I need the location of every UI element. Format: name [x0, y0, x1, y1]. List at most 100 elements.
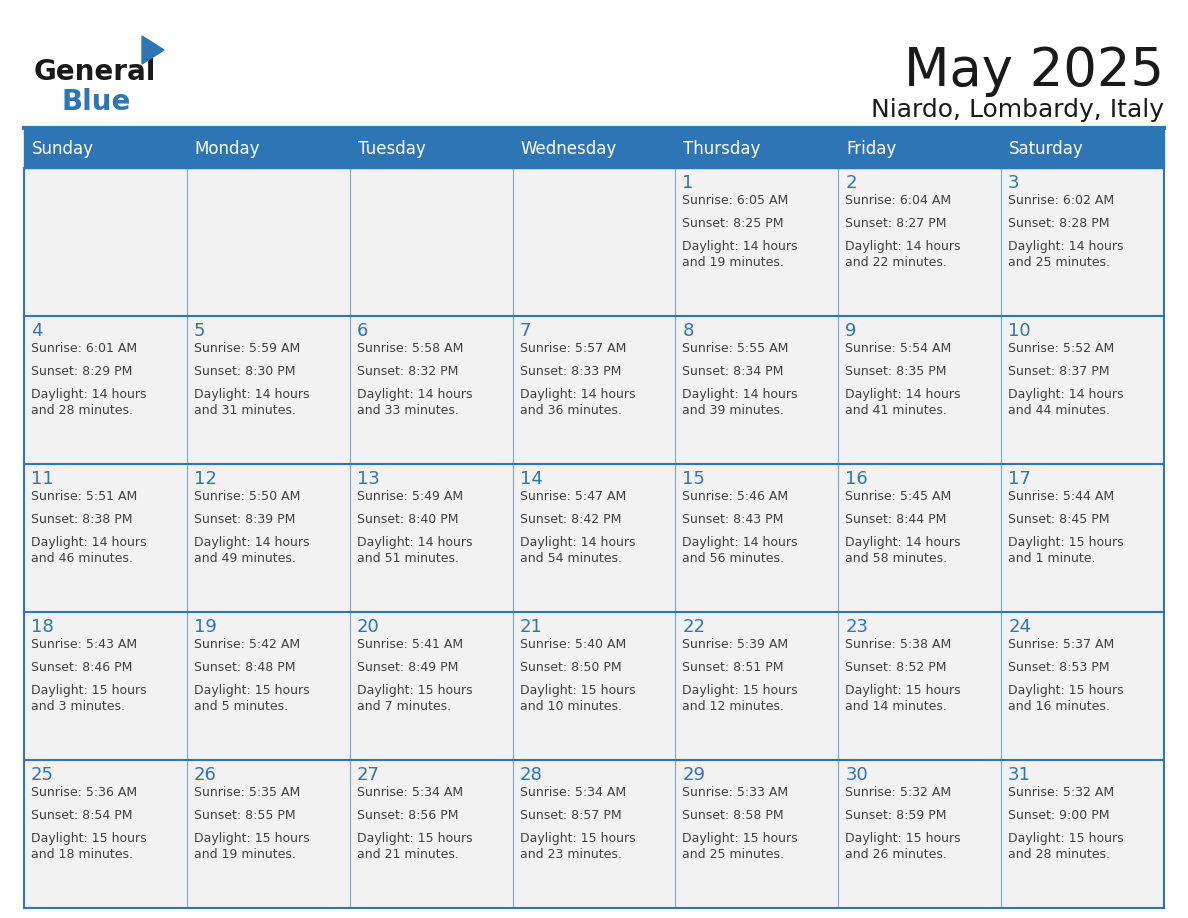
- Text: Sunrise: 5:34 AM: Sunrise: 5:34 AM: [519, 786, 626, 799]
- Text: Sunrise: 5:42 AM: Sunrise: 5:42 AM: [194, 638, 301, 651]
- Text: Sunrise: 5:43 AM: Sunrise: 5:43 AM: [31, 638, 137, 651]
- Text: 27: 27: [356, 766, 380, 784]
- Text: Sunset: 8:42 PM: Sunset: 8:42 PM: [519, 513, 621, 526]
- Bar: [1001, 168, 1164, 316]
- Text: Daylight: 15 hours
and 12 minutes.: Daylight: 15 hours and 12 minutes.: [682, 684, 798, 713]
- Text: General: General: [34, 58, 157, 86]
- Text: Friday: Friday: [846, 140, 897, 158]
- Bar: [24, 760, 187, 908]
- Bar: [1001, 612, 1164, 760]
- Text: Daylight: 15 hours
and 25 minutes.: Daylight: 15 hours and 25 minutes.: [682, 832, 798, 861]
- Text: Daylight: 15 hours
and 10 minutes.: Daylight: 15 hours and 10 minutes.: [519, 684, 636, 713]
- Text: Sunrise: 5:36 AM: Sunrise: 5:36 AM: [31, 786, 137, 799]
- Text: Daylight: 15 hours
and 23 minutes.: Daylight: 15 hours and 23 minutes.: [519, 832, 636, 861]
- Bar: [839, 612, 1001, 760]
- Text: Sunrise: 5:45 AM: Sunrise: 5:45 AM: [846, 490, 952, 503]
- Bar: [24, 316, 187, 464]
- Text: Sunset: 8:44 PM: Sunset: 8:44 PM: [846, 513, 947, 526]
- Text: Sunset: 8:27 PM: Sunset: 8:27 PM: [846, 217, 947, 230]
- Text: Niardo, Lombardy, Italy: Niardo, Lombardy, Italy: [871, 98, 1164, 122]
- Text: 19: 19: [194, 618, 216, 636]
- Text: 1: 1: [682, 174, 694, 192]
- Text: 8: 8: [682, 322, 694, 340]
- Text: Sunrise: 5:44 AM: Sunrise: 5:44 AM: [1009, 490, 1114, 503]
- Bar: [1001, 464, 1164, 612]
- Text: Sunrise: 5:50 AM: Sunrise: 5:50 AM: [194, 490, 301, 503]
- Text: Sunset: 8:56 PM: Sunset: 8:56 PM: [356, 809, 459, 822]
- Text: 26: 26: [194, 766, 216, 784]
- Text: Sunset: 8:35 PM: Sunset: 8:35 PM: [846, 365, 947, 378]
- Bar: [349, 316, 512, 464]
- Text: Sunset: 8:53 PM: Sunset: 8:53 PM: [1009, 661, 1110, 674]
- Text: Sunrise: 5:46 AM: Sunrise: 5:46 AM: [682, 490, 789, 503]
- Bar: [1001, 316, 1164, 464]
- Text: Sunset: 8:51 PM: Sunset: 8:51 PM: [682, 661, 784, 674]
- Text: Sunrise: 5:59 AM: Sunrise: 5:59 AM: [194, 342, 301, 355]
- Text: Daylight: 14 hours
and 46 minutes.: Daylight: 14 hours and 46 minutes.: [31, 536, 146, 565]
- Text: Daylight: 14 hours
and 49 minutes.: Daylight: 14 hours and 49 minutes.: [194, 536, 309, 565]
- Text: Sunrise: 5:39 AM: Sunrise: 5:39 AM: [682, 638, 789, 651]
- Text: Daylight: 14 hours
and 39 minutes.: Daylight: 14 hours and 39 minutes.: [682, 388, 798, 417]
- Polygon shape: [143, 36, 164, 64]
- Text: 20: 20: [356, 618, 379, 636]
- Bar: [349, 168, 512, 316]
- Bar: [24, 130, 1164, 168]
- Text: 25: 25: [31, 766, 53, 784]
- Text: Sunrise: 5:32 AM: Sunrise: 5:32 AM: [846, 786, 952, 799]
- Text: Daylight: 15 hours
and 26 minutes.: Daylight: 15 hours and 26 minutes.: [846, 832, 961, 861]
- Text: 12: 12: [194, 470, 216, 488]
- Bar: [839, 168, 1001, 316]
- Text: Daylight: 14 hours
and 28 minutes.: Daylight: 14 hours and 28 minutes.: [31, 388, 146, 417]
- Text: Sunset: 8:32 PM: Sunset: 8:32 PM: [356, 365, 459, 378]
- Text: 7: 7: [519, 322, 531, 340]
- Text: Sunset: 8:45 PM: Sunset: 8:45 PM: [1009, 513, 1110, 526]
- Text: Sunrise: 5:47 AM: Sunrise: 5:47 AM: [519, 490, 626, 503]
- Text: Daylight: 15 hours
and 28 minutes.: Daylight: 15 hours and 28 minutes.: [1009, 832, 1124, 861]
- Text: Saturday: Saturday: [1009, 140, 1083, 158]
- Text: 15: 15: [682, 470, 706, 488]
- Bar: [187, 612, 349, 760]
- Text: Tuesday: Tuesday: [358, 140, 425, 158]
- Text: Sunrise: 5:55 AM: Sunrise: 5:55 AM: [682, 342, 789, 355]
- Text: Sunset: 8:52 PM: Sunset: 8:52 PM: [846, 661, 947, 674]
- Text: Sunset: 8:40 PM: Sunset: 8:40 PM: [356, 513, 459, 526]
- Text: Sunset: 8:48 PM: Sunset: 8:48 PM: [194, 661, 296, 674]
- Bar: [349, 760, 512, 908]
- Text: Sunrise: 5:37 AM: Sunrise: 5:37 AM: [1009, 638, 1114, 651]
- Text: Daylight: 15 hours
and 5 minutes.: Daylight: 15 hours and 5 minutes.: [194, 684, 310, 713]
- Text: Daylight: 15 hours
and 7 minutes.: Daylight: 15 hours and 7 minutes.: [356, 684, 473, 713]
- Text: Daylight: 14 hours
and 41 minutes.: Daylight: 14 hours and 41 minutes.: [846, 388, 961, 417]
- Text: Sunrise: 5:32 AM: Sunrise: 5:32 AM: [1009, 786, 1114, 799]
- Text: 16: 16: [846, 470, 868, 488]
- Bar: [187, 464, 349, 612]
- Text: Sunset: 8:29 PM: Sunset: 8:29 PM: [31, 365, 132, 378]
- Text: 2: 2: [846, 174, 857, 192]
- Text: Sunset: 8:25 PM: Sunset: 8:25 PM: [682, 217, 784, 230]
- Bar: [187, 316, 349, 464]
- Text: Sunset: 8:55 PM: Sunset: 8:55 PM: [194, 809, 296, 822]
- Text: Sunrise: 6:05 AM: Sunrise: 6:05 AM: [682, 194, 789, 207]
- Text: Sunrise: 6:01 AM: Sunrise: 6:01 AM: [31, 342, 137, 355]
- Text: Daylight: 14 hours
and 54 minutes.: Daylight: 14 hours and 54 minutes.: [519, 536, 636, 565]
- Bar: [512, 464, 676, 612]
- Bar: [187, 168, 349, 316]
- Text: Daylight: 15 hours
and 14 minutes.: Daylight: 15 hours and 14 minutes.: [846, 684, 961, 713]
- Bar: [512, 316, 676, 464]
- Bar: [1001, 760, 1164, 908]
- Text: Daylight: 14 hours
and 19 minutes.: Daylight: 14 hours and 19 minutes.: [682, 240, 798, 269]
- Bar: [349, 612, 512, 760]
- Text: Sunset: 8:37 PM: Sunset: 8:37 PM: [1009, 365, 1110, 378]
- Bar: [24, 168, 187, 316]
- Text: Sunset: 8:39 PM: Sunset: 8:39 PM: [194, 513, 296, 526]
- Text: Sunset: 8:28 PM: Sunset: 8:28 PM: [1009, 217, 1110, 230]
- Text: Daylight: 15 hours
and 19 minutes.: Daylight: 15 hours and 19 minutes.: [194, 832, 310, 861]
- Bar: [676, 316, 839, 464]
- Text: 31: 31: [1009, 766, 1031, 784]
- Bar: [349, 464, 512, 612]
- Text: Sunrise: 6:04 AM: Sunrise: 6:04 AM: [846, 194, 952, 207]
- Bar: [676, 612, 839, 760]
- Bar: [24, 464, 187, 612]
- Text: Sunset: 9:00 PM: Sunset: 9:00 PM: [1009, 809, 1110, 822]
- Bar: [512, 612, 676, 760]
- Text: Sunrise: 5:41 AM: Sunrise: 5:41 AM: [356, 638, 463, 651]
